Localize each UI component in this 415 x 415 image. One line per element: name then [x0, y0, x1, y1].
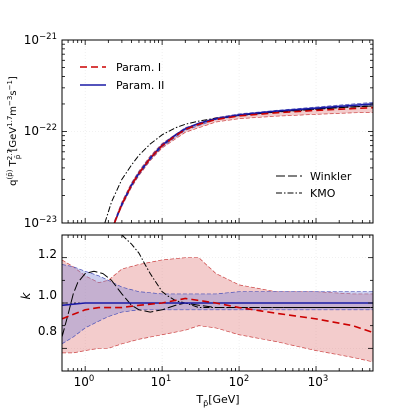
legend-param2-label: Param. II — [116, 79, 164, 92]
bottom-ytick-label-1: 1.2 — [38, 247, 57, 261]
bottom-series-param-i — [62, 297, 373, 334]
top-band-2-upper-edge — [114, 102, 373, 222]
top-grid — [62, 40, 373, 223]
xtick-label-4: 103 — [308, 374, 329, 389]
bottom-grid — [62, 235, 373, 371]
xtick-label-2: 101 — [151, 374, 172, 389]
bottom-ytick-label-2: 1.0 — [38, 288, 57, 302]
top-y-axis-label: q(p̄) T2.7p̄ [GeV1.7m−3s−1] — [6, 76, 22, 186]
legend-kmo-label: KMO — [310, 187, 336, 200]
legend-params: Param. I Param. II — [80, 61, 164, 92]
top-ytick-label-1: 10−21 — [24, 32, 57, 47]
xtick-label-3: 102 — [229, 374, 250, 389]
legend-models: Winkler KMO — [276, 170, 352, 200]
bottom-band-1-lower-edge — [62, 325, 373, 363]
bottom-frame — [61, 234, 374, 372]
top-band-1 — [114, 105, 373, 223]
bottom-band-1-upper-edge — [62, 257, 373, 295]
top-ytick-label-2: 10−22 — [24, 123, 57, 138]
top-band-1-lower-edge — [114, 111, 373, 223]
legend-param1-label: Param. I — [116, 61, 161, 74]
bottom-series-param-ii — [62, 302, 373, 307]
bottom-lines — [62, 235, 373, 338]
xtick-label-1: 100 — [74, 374, 95, 389]
top-series-param-i — [113, 106, 373, 223]
bottom-bands — [62, 257, 373, 363]
bottom-band-2-upper-edge — [62, 264, 373, 295]
top-ytick-label-3: 10−23 — [24, 215, 57, 230]
bottom-band-2 — [62, 264, 373, 344]
legend-winkler-label: Winkler — [310, 170, 352, 183]
top-series-kmo — [104, 105, 373, 223]
bottom-y-axis-label: k — [19, 291, 33, 299]
x-axis-label: Tp̄[GeV] — [195, 393, 239, 408]
top-lines — [104, 103, 373, 223]
bottom-ytick-label-3: 0.8 — [38, 324, 57, 338]
top-frame — [61, 39, 374, 224]
